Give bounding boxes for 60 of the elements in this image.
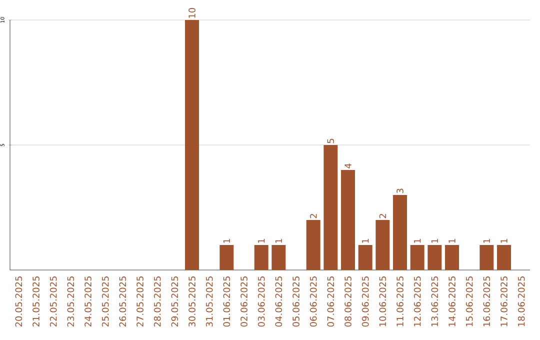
x-tick-label: 24.05.2025 (84, 276, 92, 327)
data-label: 1 (223, 238, 230, 243)
x-tick-label: 10.06.2025 (379, 276, 386, 326)
bar (358, 245, 372, 270)
data-label: 3 (396, 188, 404, 194)
bar (445, 245, 460, 270)
x-tick-label: 16.06.2025 (483, 276, 490, 326)
bar (306, 220, 320, 270)
x-tick-label: 17.06.2025 (500, 276, 508, 326)
x-tick-label: 14.06.2025 (448, 276, 456, 326)
data-label: 10 (188, 8, 196, 18)
x-tick-label: 27.05.2025 (136, 276, 144, 327)
bar (410, 245, 424, 270)
x-tick-label: 26.05.2025 (119, 276, 126, 327)
x-tick-label: 21.05.2025 (32, 276, 40, 327)
x-tick-label: 31.05.2025 (206, 276, 213, 327)
bar (428, 245, 442, 270)
bar (341, 170, 356, 270)
bar (376, 220, 390, 270)
data-label: 1 (362, 238, 369, 243)
data-label: 2 (379, 214, 386, 218)
x-tick-label: 28.05.2025 (154, 276, 161, 327)
data-label: 1 (258, 238, 265, 243)
x-tick-label: 09.06.2025 (362, 276, 369, 327)
bar (185, 20, 200, 270)
x-tick-label: 20.05.2025 (15, 276, 22, 327)
x-tick-label: 18.06.2025 (518, 276, 525, 326)
x-tick-label: 23.05.2025 (67, 276, 74, 327)
x-tick-label: 06.06.2025 (310, 276, 317, 327)
bar (480, 245, 494, 270)
x-tick-label: 12.06.2025 (414, 276, 421, 326)
data-label: 4 (344, 164, 352, 168)
x-tick-label: 25.05.2025 (102, 276, 109, 327)
data-label: 1 (414, 238, 421, 243)
data-label: 1 (483, 238, 490, 243)
x-tick-label: 02.06.2025 (240, 276, 248, 327)
x-tick-label: 01.06.2025 (223, 276, 230, 327)
x-tick-label: 30.05.2025 (188, 276, 196, 327)
x-tick-label: 29.05.2025 (171, 276, 178, 327)
bar (393, 195, 407, 270)
x-tick-label: 15.06.2025 (466, 276, 473, 326)
x-tick-label: 03.06.2025 (258, 276, 265, 327)
data-label: 1 (500, 238, 508, 243)
bar (272, 245, 286, 270)
x-tick-label: 11.06.2025 (396, 276, 404, 326)
x-tick-label: 22.05.2025 (50, 276, 57, 327)
bar (254, 245, 268, 270)
data-label: 1 (275, 238, 282, 243)
x-tick-label: 04.06.2025 (275, 276, 282, 327)
bar (497, 245, 512, 270)
bar (220, 245, 234, 270)
data-label: 2 (310, 214, 317, 218)
data-label: 5 (327, 138, 334, 144)
data-label: 1 (448, 238, 456, 243)
x-tick-label: 07.06.2025 (327, 276, 334, 327)
x-tick-label: 08.06.2025 (344, 276, 352, 327)
x-tick-label: 05.06.2025 (292, 276, 300, 327)
x-tick-label: 13.06.2025 (431, 276, 438, 326)
data-label: 1 (431, 238, 438, 243)
bar (324, 145, 338, 270)
